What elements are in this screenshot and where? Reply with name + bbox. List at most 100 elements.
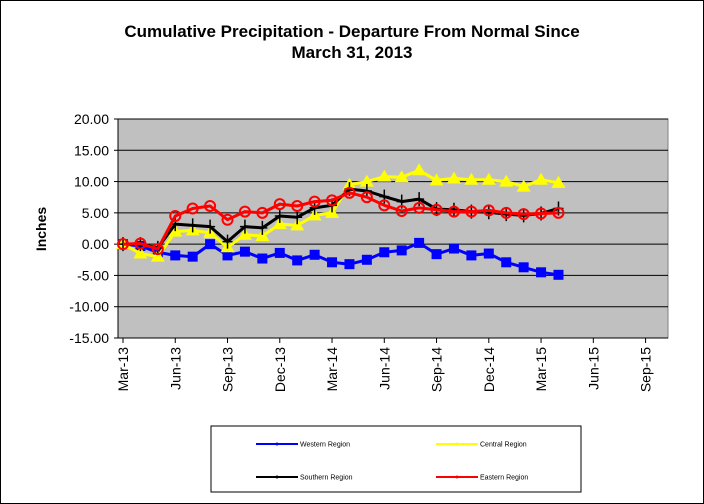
chart-title: Cumulative Precipitation - Departure Fro… [1,21,703,63]
legend-swatch-marker [455,475,459,479]
eastern-region-point [151,243,164,256]
x-tick-label: Mar-14 [324,347,340,392]
western-region-point [379,247,390,258]
legend-item-central-region: Central Region [436,442,527,449]
central-region-point [429,173,444,186]
eastern-region-point [500,206,513,219]
southern-region-point [187,218,198,233]
southern-region-point [205,219,216,234]
central-region-point [237,227,252,240]
central-region-point [150,249,165,262]
southern-region-point [274,208,285,223]
tick-labels: 20.00 15.00 10.00 5.00 0.00 -5.00 -10.00 -15.00… [69,111,653,392]
eastern-region-point [326,194,339,207]
central-region-point [377,169,392,182]
eastern-region-point [186,202,199,215]
western-region-point [501,257,512,268]
x-tick-label: Sep-14 [429,347,445,392]
y-tick-label: 0.00 [82,236,109,252]
x-tick-label: Jun-13 [167,347,183,390]
legend-item-southern-region: Southern Region [256,475,353,482]
western-region-point [257,253,268,264]
central-region-point [446,171,461,184]
legend-label: Central Region [480,442,527,449]
legend-item-western-region: Western Region [256,442,350,449]
western-region-point [448,243,459,254]
x-tick-label: Mar-13 [115,347,131,392]
plot-area [117,118,669,339]
southern-region-point [292,210,303,225]
legend-swatch-marker [275,475,279,479]
central-region-point [464,172,479,185]
central-region-point [394,170,409,183]
y-tick-label: 5.00 [82,205,109,221]
western-region-point [466,250,477,261]
western-region-point [431,249,442,260]
eastern-region-point [430,203,443,216]
y-tick-label: 20.00 [74,111,109,127]
x-tick-label: Jun-14 [376,347,392,390]
central-region-point [255,229,270,242]
central-region-point [551,175,566,188]
western-region-point [187,251,198,262]
southern-region-point [222,234,233,249]
western-region-point [344,259,355,270]
western-region-point [222,250,233,261]
central-region-point [133,246,148,259]
eastern-region-point [204,199,217,212]
eastern-region-series [117,186,565,256]
central-region-point [272,217,287,230]
eastern-region-point [517,208,530,221]
y-tick-label: -15.00 [69,330,109,346]
western-region-point [292,255,303,266]
western-region-point [327,257,338,268]
eastern-region-point [273,198,286,211]
eastern-region-point [238,205,251,218]
western-region-point [536,267,547,278]
x-tick-label: Mar-15 [533,347,549,392]
central-region-point [534,172,549,185]
southern-region-point [309,200,320,215]
western-region-point [361,254,372,265]
western-region-point [309,249,320,260]
eastern-region-point [447,205,460,218]
eastern-region-point [378,199,391,212]
central-region-point [481,172,496,185]
eastern-region-point [360,191,373,204]
legend-item-eastern-region: Eastern Region [436,475,528,482]
chart-title-line-2: March 31, 2013 [291,43,413,62]
x-tick-label: Jun-15 [585,347,601,390]
southern-region-point [239,219,250,234]
eastern-region-line [122,191,559,251]
eastern-region-point [413,201,426,214]
central-region-point [412,163,427,176]
y-tick-label: 15.00 [74,142,109,158]
x-tick-label: Sep-13 [220,347,236,392]
x-tick-label: Dec-14 [481,347,497,392]
western-region-point [518,262,529,273]
x-tick-label: Sep-15 [638,347,654,392]
legend-swatch-marker [455,442,459,446]
eastern-region-point [256,206,269,219]
southern-region-point [361,183,372,198]
axes [114,118,668,343]
eastern-region-point [552,206,565,219]
western-region-point [274,247,285,258]
eastern-region-point [482,204,495,217]
y-axis-title: Inches [33,207,49,252]
legend-label: Eastern Region [480,475,528,482]
eastern-region-point [343,186,356,199]
western-region-point [414,237,425,248]
legend-swatch-marker [275,442,279,446]
chart-title-line-1: Cumulative Precipitation - Departure Fro… [124,22,580,41]
southern-region-point [257,220,268,235]
legend-box [210,425,582,493]
eastern-region-point [134,237,147,250]
eastern-region-point [308,195,321,208]
western-region-point [205,239,216,250]
eastern-region-point [169,209,182,222]
central-region-point [290,218,305,231]
x-tick-label: Dec-13 [272,347,288,392]
